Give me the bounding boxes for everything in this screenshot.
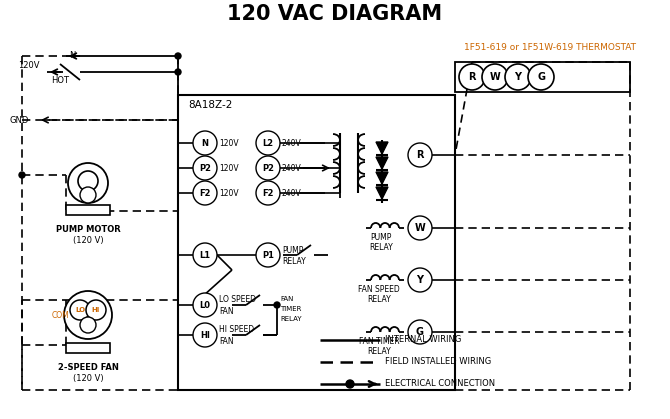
Text: TIMER: TIMER [280, 306, 302, 312]
Circle shape [193, 293, 217, 317]
Text: FAN: FAN [219, 336, 234, 346]
Text: 120V: 120V [219, 139, 239, 147]
Text: HI: HI [200, 331, 210, 339]
Bar [66, 343, 110, 353]
Text: P1: P1 [262, 251, 274, 259]
Polygon shape [376, 142, 388, 154]
Text: FAN TIMER: FAN TIMER [358, 336, 399, 346]
Text: L2: L2 [263, 139, 273, 147]
Text: R: R [468, 72, 476, 82]
Circle shape [256, 181, 280, 205]
Circle shape [346, 380, 354, 388]
Circle shape [408, 268, 432, 292]
Text: RELAY: RELAY [369, 243, 393, 251]
Polygon shape [376, 172, 388, 184]
Text: FAN SPEED: FAN SPEED [358, 285, 400, 293]
Text: PUMP MOTOR: PUMP MOTOR [56, 225, 121, 233]
Text: 120 VAC DIAGRAM: 120 VAC DIAGRAM [227, 4, 443, 24]
Circle shape [193, 131, 217, 155]
Text: PUMP: PUMP [282, 246, 304, 254]
Circle shape [19, 172, 25, 178]
Circle shape [408, 143, 432, 167]
Circle shape [505, 64, 531, 90]
Circle shape [408, 216, 432, 240]
Text: W: W [490, 72, 500, 82]
Text: RELAY: RELAY [367, 347, 391, 355]
Circle shape [274, 302, 280, 308]
Text: Y: Y [515, 72, 521, 82]
Text: HOT: HOT [51, 75, 69, 85]
Circle shape [482, 64, 508, 90]
Text: (120 V): (120 V) [72, 373, 103, 383]
Text: Y: Y [417, 275, 423, 285]
Circle shape [64, 291, 112, 339]
Text: PUMP: PUMP [371, 233, 392, 241]
Circle shape [193, 243, 217, 267]
Text: R: R [416, 150, 423, 160]
Text: RELAY: RELAY [282, 258, 306, 266]
Circle shape [459, 64, 485, 90]
Text: L1: L1 [200, 251, 210, 259]
Text: FIELD INSTALLED WIRING: FIELD INSTALLED WIRING [385, 357, 491, 367]
Polygon shape [376, 157, 388, 169]
Text: 2-SPEED FAN: 2-SPEED FAN [58, 362, 119, 372]
Text: INTERNAL WIRING: INTERNAL WIRING [385, 336, 462, 344]
Text: G: G [416, 327, 424, 337]
Circle shape [175, 53, 181, 59]
Text: HI: HI [92, 307, 100, 313]
Text: 120V: 120V [18, 60, 40, 70]
Text: G: G [537, 72, 545, 82]
Text: F2: F2 [262, 189, 274, 197]
Bar [178, 95, 455, 390]
Circle shape [86, 300, 106, 320]
Text: RELAY: RELAY [367, 295, 391, 303]
Circle shape [80, 187, 96, 203]
Bar [66, 205, 110, 215]
Circle shape [70, 300, 90, 320]
Text: COM: COM [51, 310, 69, 320]
Text: W: W [415, 223, 425, 233]
Text: 1F51-619 or 1F51W-619 THERMOSTAT: 1F51-619 or 1F51W-619 THERMOSTAT [464, 42, 636, 52]
Circle shape [256, 156, 280, 180]
Text: 240V: 240V [282, 163, 302, 173]
Circle shape [175, 69, 181, 75]
Text: N: N [69, 51, 75, 59]
Text: HI SPEED: HI SPEED [219, 324, 254, 334]
Circle shape [68, 163, 108, 203]
Circle shape [193, 181, 217, 205]
Text: 120V: 120V [219, 163, 239, 173]
Circle shape [193, 323, 217, 347]
Circle shape [256, 243, 280, 267]
Text: LO: LO [75, 307, 85, 313]
Text: 240V: 240V [282, 189, 302, 197]
Circle shape [528, 64, 554, 90]
Text: RELAY: RELAY [280, 316, 302, 322]
Text: N: N [202, 139, 208, 147]
Text: P2: P2 [262, 163, 274, 173]
Bar [455, 62, 630, 92]
Text: F2: F2 [199, 189, 211, 197]
Text: P2: P2 [199, 163, 211, 173]
Text: FAN: FAN [219, 307, 234, 316]
Text: 240V: 240V [282, 139, 302, 147]
Circle shape [256, 131, 280, 155]
Text: LO SPEED: LO SPEED [219, 295, 256, 303]
Polygon shape [376, 187, 388, 199]
Circle shape [80, 317, 96, 333]
Circle shape [193, 156, 217, 180]
Text: 120V: 120V [219, 189, 239, 197]
Text: FAN: FAN [280, 296, 293, 302]
Text: L0: L0 [200, 300, 210, 310]
Text: 8A18Z-2: 8A18Z-2 [188, 100, 232, 110]
Circle shape [408, 320, 432, 344]
Text: GND: GND [10, 116, 29, 124]
Circle shape [78, 171, 98, 191]
Text: (120 V): (120 V) [72, 235, 103, 245]
Text: ELECTRICAL CONNECTION: ELECTRICAL CONNECTION [385, 380, 495, 388]
